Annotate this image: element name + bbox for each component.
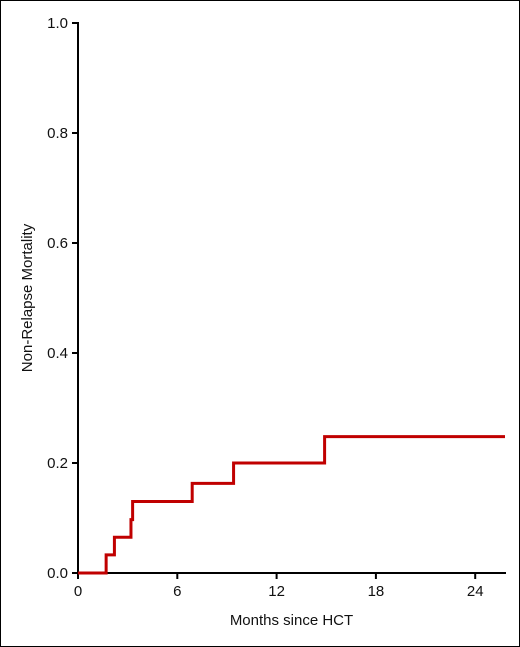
x-tick-label: 0 [74, 583, 82, 600]
x-tick-label: 24 [467, 583, 484, 600]
x-tick-label: 18 [368, 583, 385, 600]
series-line [78, 435, 505, 575]
y-axis-title: Non-Relapse Mortality [19, 223, 36, 372]
x-tick-label: 6 [173, 583, 181, 600]
series-layer [78, 435, 505, 575]
y-tick-label: 0.2 [47, 455, 68, 472]
x-axis-title: Months since HCT [230, 612, 353, 629]
x-tick-label: 12 [268, 583, 285, 600]
y-axis: 0.0 0.2 0.4 0.6 0.8 1.0 [47, 15, 79, 582]
y-ticks: 0.0 0.2 0.4 0.6 0.8 1.0 [47, 15, 78, 582]
x-axis: 0 6 12 18 24 [74, 572, 506, 600]
x-ticks: 0 6 12 18 24 [74, 573, 484, 600]
y-tick-label: 0.6 [47, 235, 68, 252]
y-tick-label: 0.0 [47, 565, 68, 582]
y-tick-label: 0.4 [47, 345, 68, 362]
y-tick-label: 1.0 [47, 15, 68, 32]
y-tick-label: 0.8 [47, 125, 68, 142]
